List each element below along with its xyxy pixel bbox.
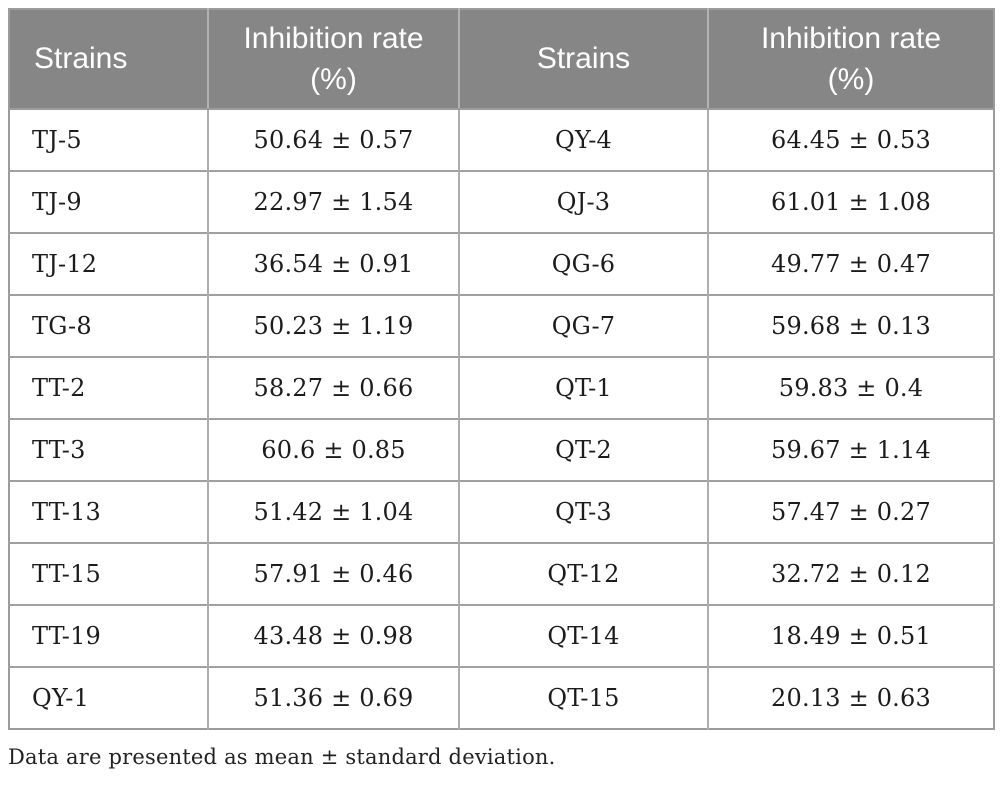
strain-cell: TT-13 <box>9 480 208 543</box>
strain-cell: QG-7 <box>458 294 708 357</box>
inhibition-rate-cell: 43.48 ± 0.98 <box>207 604 459 667</box>
table-footnote: Data are presented as mean ± standard de… <box>8 745 556 769</box>
inhibition-rate-cell: 59.83 ± 0.4 <box>707 356 994 419</box>
strain-cell: QT-14 <box>458 604 708 667</box>
inhibition-rate-cell: 22.97 ± 1.54 <box>207 170 459 233</box>
inhibition-rate-cell: 51.42 ± 1.04 <box>207 480 459 543</box>
column-header-inhibition-rate-left: Inhibition rate (%) <box>207 9 459 110</box>
strain-cell: QT-15 <box>458 666 708 729</box>
inhibition-rate-cell: 50.64 ± 0.57 <box>207 108 459 171</box>
strain-cell: TJ-9 <box>9 170 208 233</box>
table-row: TT-13 51.42 ± 1.04 QT-3 57.47 ± 0.27 <box>9 480 994 543</box>
strain-cell: TJ-12 <box>9 232 208 295</box>
inhibition-rate-cell: 36.54 ± 0.91 <box>207 232 459 295</box>
strain-cell: QY-4 <box>458 108 708 171</box>
inhibition-rate-cell: 18.49 ± 0.51 <box>707 604 994 667</box>
table-row: TT-3 60.6 ± 0.85 QT-2 59.67 ± 1.14 <box>9 418 994 481</box>
strain-cell: QT-2 <box>458 418 708 481</box>
column-header-strains-left: Strains <box>9 9 208 110</box>
table-row: TG-8 50.23 ± 1.19 QG-7 59.68 ± 0.13 <box>9 294 994 357</box>
table-row: TJ-5 50.64 ± 0.57 QY-4 64.45 ± 0.53 <box>9 108 994 171</box>
strain-cell: QT-3 <box>458 480 708 543</box>
inhibition-rate-table: Strains Inhibition rate (%) Strains Inhi… <box>8 8 995 730</box>
inhibition-rate-cell: 59.67 ± 1.14 <box>707 418 994 481</box>
inhibition-rate-cell: 20.13 ± 0.63 <box>707 666 994 729</box>
inhibition-rate-cell: 60.6 ± 0.85 <box>207 418 459 481</box>
strain-cell: QJ-3 <box>458 170 708 233</box>
table-row: TT-15 57.91 ± 0.46 QT-12 32.72 ± 0.12 <box>9 542 994 605</box>
inhibition-rate-cell: 49.77 ± 0.47 <box>707 232 994 295</box>
table-row: TJ-9 22.97 ± 1.54 QJ-3 61.01 ± 1.08 <box>9 170 994 233</box>
column-header-inhibition-rate-right: Inhibition rate (%) <box>707 9 994 110</box>
inhibition-rate-cell: 61.01 ± 1.08 <box>707 170 994 233</box>
inhibition-rate-cell: 57.47 ± 0.27 <box>707 480 994 543</box>
inhibition-rate-cell: 32.72 ± 0.12 <box>707 542 994 605</box>
column-header-strains-right: Strains <box>458 9 708 110</box>
strain-cell: QT-12 <box>458 542 708 605</box>
table-header-row: Strains Inhibition rate (%) Strains Inhi… <box>9 9 994 110</box>
inhibition-rate-cell: 58.27 ± 0.66 <box>207 356 459 419</box>
inhibition-rate-cell: 57.91 ± 0.46 <box>207 542 459 605</box>
strain-cell: TT-2 <box>9 356 208 419</box>
strain-cell: QY-1 <box>9 666 208 729</box>
strain-cell: QT-1 <box>458 356 708 419</box>
table-row: QY-1 51.36 ± 0.69 QT-15 20.13 ± 0.63 <box>9 666 994 729</box>
table-row: TT-19 43.48 ± 0.98 QT-14 18.49 ± 0.51 <box>9 604 994 667</box>
inhibition-rate-cell: 50.23 ± 1.19 <box>207 294 459 357</box>
strain-cell: TT-19 <box>9 604 208 667</box>
table-row: TT-2 58.27 ± 0.66 QT-1 59.83 ± 0.4 <box>9 356 994 419</box>
strain-cell: TG-8 <box>9 294 208 357</box>
inhibition-rate-cell: 59.68 ± 0.13 <box>707 294 994 357</box>
strain-cell: TT-15 <box>9 542 208 605</box>
strain-cell: TJ-5 <box>9 108 208 171</box>
table-row: TJ-12 36.54 ± 0.91 QG-6 49.77 ± 0.47 <box>9 232 994 295</box>
strain-cell: TT-3 <box>9 418 208 481</box>
inhibition-rate-cell: 64.45 ± 0.53 <box>707 108 994 171</box>
strain-cell: QG-6 <box>458 232 708 295</box>
inhibition-rate-cell: 51.36 ± 0.69 <box>207 666 459 729</box>
